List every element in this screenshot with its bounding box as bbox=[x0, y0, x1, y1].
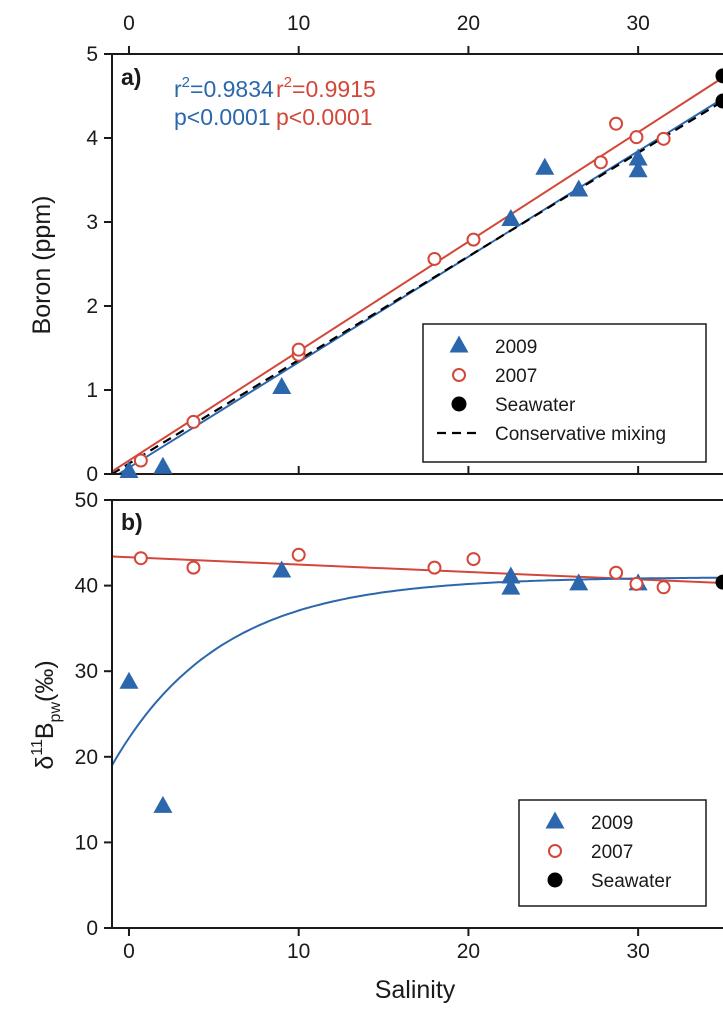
data-point-2009 bbox=[535, 157, 555, 175]
panel-a-label: a) bbox=[121, 64, 141, 90]
y-tick-label: 10 bbox=[75, 831, 98, 854]
data-point-2009 bbox=[119, 460, 139, 478]
stat-annotation-2007: p<0.0001 bbox=[276, 104, 373, 130]
y-tick-label: 2 bbox=[86, 295, 98, 318]
stat-annotation-2007: r2=0.9915 bbox=[276, 74, 376, 102]
y-tick-label: 4 bbox=[86, 127, 98, 150]
legend-label: Conservative mixing bbox=[495, 424, 666, 445]
bottom-x-tick-label: 30 bbox=[626, 940, 649, 963]
legend-marker-2009 bbox=[545, 811, 565, 829]
legend-marker-2007 bbox=[452, 368, 466, 382]
panel-a-frame bbox=[111, 53, 723, 475]
data-point-2009 bbox=[569, 573, 589, 591]
data-point-2009 bbox=[272, 560, 292, 578]
legend-label: Seawater bbox=[591, 871, 672, 892]
data-point-2009 bbox=[501, 577, 521, 595]
fit-line-2009 bbox=[113, 576, 723, 766]
bottom-x-tick-label: 10 bbox=[287, 940, 310, 963]
top-x-tick-label: 30 bbox=[626, 12, 649, 35]
data-point-2007 bbox=[291, 342, 306, 357]
data-point-2009 bbox=[628, 160, 648, 178]
data-point-2009 bbox=[153, 456, 173, 474]
legend-marker-seawater bbox=[547, 872, 563, 888]
data-point-seawater bbox=[715, 574, 723, 590]
data-point-2007 bbox=[133, 551, 148, 566]
y-tick-label: 3 bbox=[86, 211, 98, 234]
data-point-2007 bbox=[609, 565, 624, 580]
legend-box bbox=[422, 323, 707, 463]
data-point-2007 bbox=[427, 560, 442, 575]
bottom-axis: 0 10 20 30 bbox=[123, 928, 650, 963]
panel-a-y-ticks: 0 1 2 3 4 5 bbox=[86, 43, 112, 486]
panel-a-points bbox=[119, 68, 723, 478]
panel-a-border bbox=[111, 53, 723, 475]
data-point-2007 bbox=[656, 580, 671, 595]
data-point-2007 bbox=[609, 116, 624, 131]
data-point-2007 bbox=[427, 251, 442, 266]
stat-annotation-2009: p<0.0001 bbox=[174, 104, 271, 130]
data-point-seawater bbox=[715, 93, 723, 109]
bottom-x-tick-label: 20 bbox=[457, 940, 480, 963]
fit-line-2009 bbox=[118, 97, 723, 473]
panel-b: 0 10 20 30 40 50 b) δ11Bpw(‰) 2009 2007 Seawate… bbox=[29, 489, 723, 940]
data-point-2007 bbox=[629, 130, 644, 145]
legend-label: 2007 bbox=[591, 842, 633, 863]
panel-a-y-axis-title: Boron (ppm) bbox=[28, 196, 56, 335]
legend-marker-2009 bbox=[449, 335, 469, 353]
legend-marker-2007 bbox=[548, 844, 562, 858]
data-point-2007 bbox=[186, 414, 201, 429]
y-tick-label: 0 bbox=[86, 463, 98, 486]
y-tick-label: 20 bbox=[75, 746, 98, 769]
data-point-2009 bbox=[501, 566, 521, 584]
data-point-2007 bbox=[133, 453, 148, 468]
y-tick-label: 40 bbox=[75, 575, 98, 598]
top-x-tick-label: 20 bbox=[457, 12, 480, 35]
panel-b-points bbox=[119, 547, 723, 813]
legend-marker-seawater bbox=[451, 396, 467, 412]
data-point-seawater bbox=[715, 68, 723, 84]
panel-b-fit-lines bbox=[113, 555, 723, 766]
legend-label: 2009 bbox=[495, 337, 537, 358]
data-point-2007 bbox=[186, 560, 201, 575]
panel-b-legend: 2009 2007 Seawater bbox=[518, 799, 707, 907]
stat-annotation-2009: r2=0.9834 bbox=[174, 74, 274, 102]
data-point-2007 bbox=[593, 155, 608, 170]
panel-b-y-axis-title: δ11Bpw(‰) bbox=[29, 660, 64, 769]
panel-b-border bbox=[111, 499, 723, 929]
data-point-2007 bbox=[291, 547, 306, 562]
bottom-x-tick-label: 0 bbox=[123, 940, 135, 963]
panel-b-y-ticks: 0 10 20 30 40 50 bbox=[75, 489, 112, 940]
legend-label: 2009 bbox=[591, 813, 633, 834]
y-tick-label: 50 bbox=[75, 489, 98, 512]
panel-b-label: b) bbox=[121, 509, 143, 535]
top-x-tick-label: 0 bbox=[123, 12, 135, 35]
y-tick-label: 0 bbox=[86, 917, 98, 940]
y-tick-label: 30 bbox=[75, 660, 98, 683]
data-point-2009 bbox=[628, 148, 648, 166]
legend-label: 2007 bbox=[495, 366, 537, 387]
top-x-tick-label: 10 bbox=[287, 12, 310, 35]
data-point-2009 bbox=[272, 376, 292, 394]
panel-a-fit-lines bbox=[113, 76, 723, 473]
panel-b-frame bbox=[111, 499, 723, 929]
legend-label: Seawater bbox=[495, 395, 576, 416]
data-point-2007 bbox=[629, 576, 644, 591]
x-axis-title: Salinity bbox=[375, 976, 456, 1004]
y-tick-label: 1 bbox=[86, 379, 98, 402]
data-point-2007 bbox=[466, 552, 481, 567]
panel-a-legend: 2009 2007 Seawater Conservative mixing bbox=[422, 323, 707, 463]
fit-line-2007 bbox=[113, 76, 723, 473]
data-point-2009 bbox=[119, 671, 139, 689]
data-point-2007 bbox=[466, 232, 481, 247]
panel-a: 0 1 2 3 4 5 a) Boron (ppm) r2=0.9834p<0.0001r… bbox=[28, 43, 723, 486]
data-point-2009 bbox=[501, 208, 521, 226]
data-point-2007 bbox=[656, 131, 671, 146]
data-point-2009 bbox=[153, 795, 173, 813]
y-tick-label: 5 bbox=[86, 43, 98, 66]
data-point-2009 bbox=[569, 179, 589, 197]
